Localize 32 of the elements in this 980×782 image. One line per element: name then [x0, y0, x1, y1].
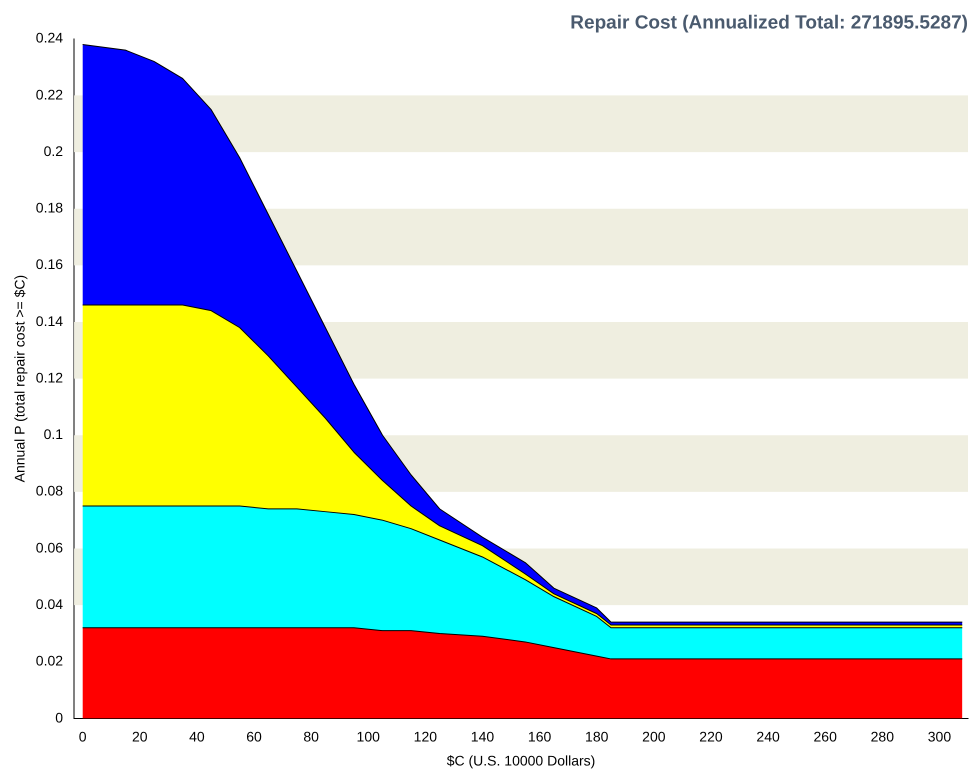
- y-axis-title: Annual P (total repair cost >= $C): [11, 274, 28, 482]
- y-tick-label: 0.22: [36, 86, 64, 102]
- y-tick-label: 0.06: [36, 539, 64, 556]
- y-tick-label: 0.08: [36, 482, 64, 499]
- y-tick-label: 0.14: [36, 312, 64, 329]
- x-tick-label: 200: [642, 728, 666, 745]
- y-tick-label: 0: [55, 709, 64, 726]
- y-tick-label: 0.04: [36, 596, 64, 612]
- y-tick-label: 0.16: [36, 256, 64, 272]
- x-axis-title: $C (U.S. 10000 Dollars): [446, 752, 596, 768]
- y-tick-label: 0.1: [44, 426, 64, 442]
- x-tick-label: 100: [356, 728, 380, 745]
- x-tick-label: 80: [303, 728, 320, 745]
- x-tick-label: 160: [528, 728, 552, 745]
- y-tick-label: 0.2: [44, 142, 64, 159]
- x-tick-label: 140: [470, 728, 494, 745]
- x-tick-label: 280: [870, 728, 894, 745]
- x-tick-label: 180: [585, 728, 609, 745]
- x-tick-label: 300: [928, 728, 952, 745]
- y-tick-label: 0.12: [36, 369, 64, 386]
- y-tick-label: 0.18: [36, 200, 64, 216]
- x-tick-label: 40: [189, 728, 205, 745]
- y-tick-label: 0.24: [36, 30, 64, 46]
- x-tick-label: 20: [132, 728, 148, 745]
- x-tick-label: 0: [78, 728, 87, 745]
- chart-title: Repair Cost (Annualized Total: 271895.5287): [570, 12, 968, 34]
- x-tick-label: 240: [756, 728, 780, 745]
- x-tick-label: 260: [814, 728, 838, 745]
- x-tick-label: 220: [699, 728, 723, 745]
- x-tick-label: 120: [414, 728, 438, 745]
- x-tick-label: 60: [246, 728, 262, 745]
- y-tick-label: 0.02: [36, 652, 64, 669]
